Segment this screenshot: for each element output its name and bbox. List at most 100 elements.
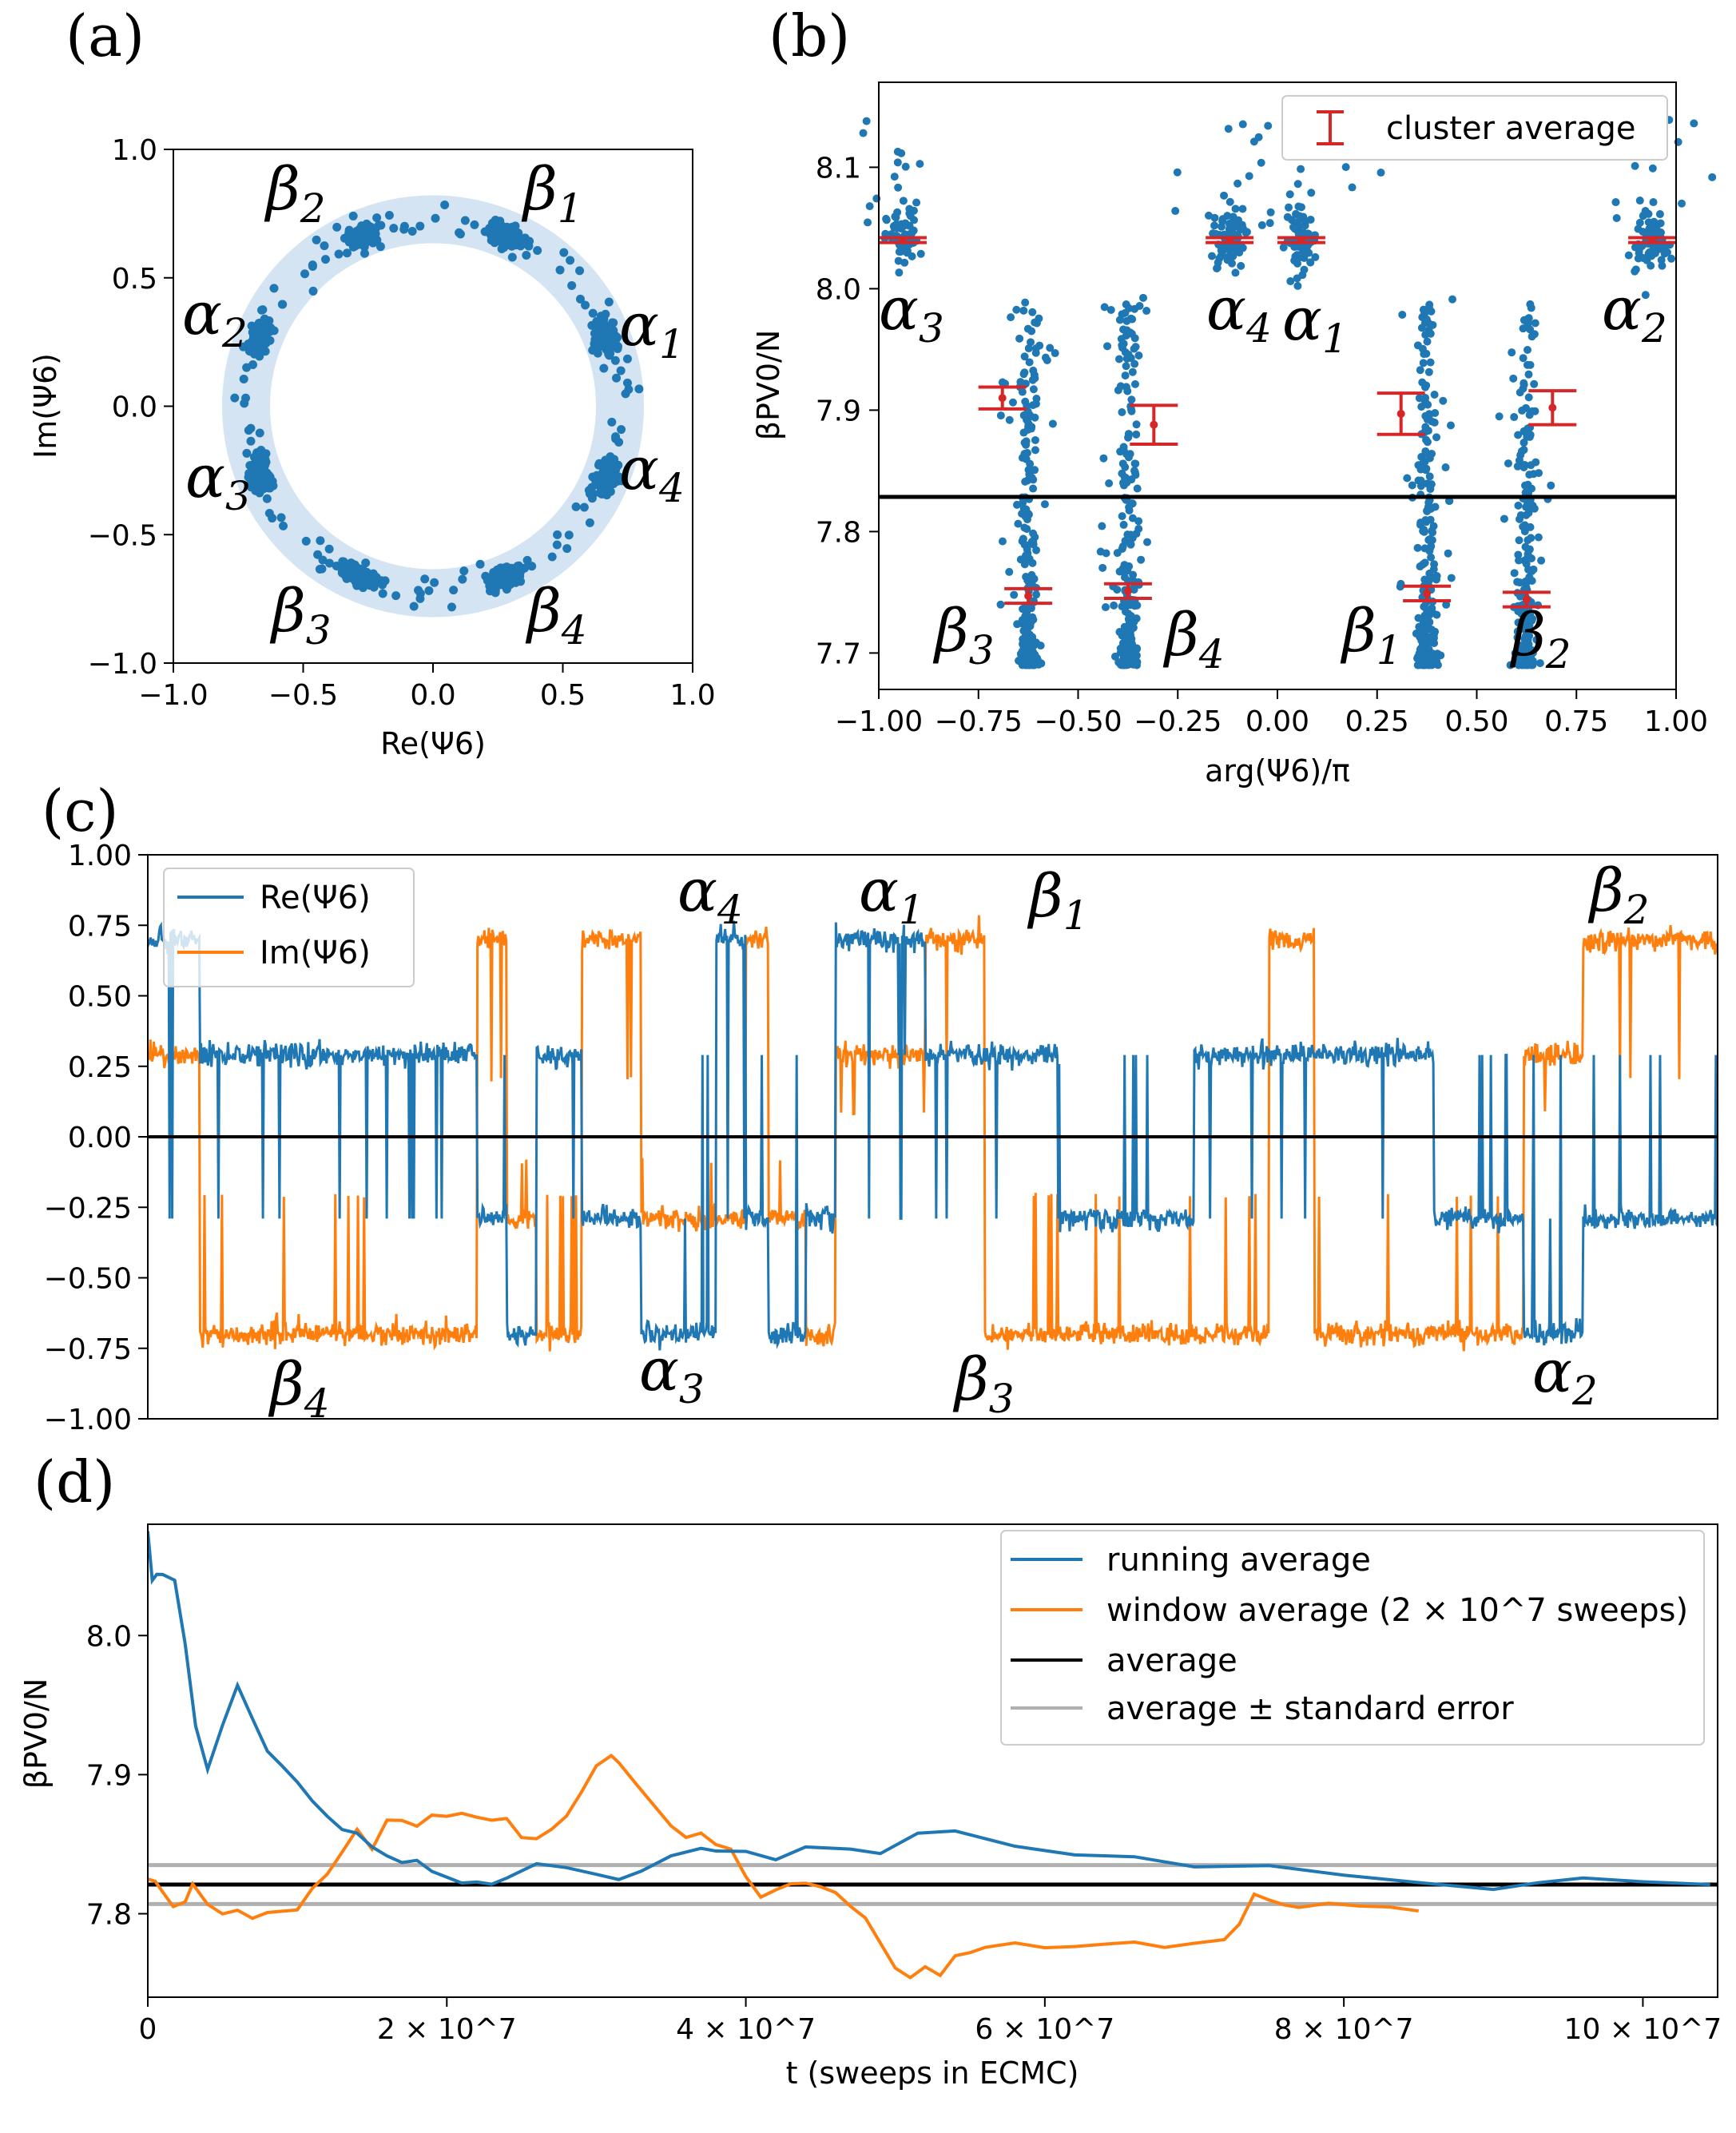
beta-point — [1417, 460, 1426, 469]
panel-d-xlabel: t (sweeps in ECMC) — [786, 2056, 1079, 2091]
transit-point — [239, 342, 248, 352]
alpha-outlier-point — [862, 117, 871, 125]
beta-point — [1127, 395, 1136, 404]
beta-point — [1029, 401, 1038, 410]
transit-point — [595, 487, 605, 497]
beta-point — [1123, 387, 1132, 395]
alpha-outlier-point — [1220, 191, 1229, 200]
beta-point — [1530, 379, 1539, 388]
beta-point — [1523, 498, 1531, 506]
transit-point — [575, 266, 585, 276]
transit-point — [278, 300, 288, 309]
beta-point — [1024, 344, 1033, 353]
beta-point — [1423, 506, 1432, 515]
panel-a-ticks: −1.0−1.0 −0.5 −0.5 0.0 0.0 0.5 0.5 1.0 1.0 — [88, 134, 716, 712]
beta-outlier-point — [1516, 578, 1524, 587]
alpha-outlier-point — [865, 202, 874, 211]
beta-point — [1024, 603, 1033, 612]
beta-point — [1530, 504, 1539, 513]
alpha-outlier-point — [1307, 189, 1316, 197]
beta-point — [1422, 315, 1431, 324]
beta-point — [1130, 334, 1139, 343]
transit-point — [564, 530, 574, 540]
panel-c: 1.00 0.75 0.50 0.25 0.00 −0.25 −0.50 −0.75 −1.00… — [44, 840, 1718, 1436]
alpha-outlier-point — [894, 183, 903, 192]
state-label-β1: β1 — [1027, 862, 1089, 939]
alpha-outlier-point — [1173, 168, 1182, 177]
beta-outlier-point — [1495, 412, 1504, 421]
beta-outlier-point — [1547, 481, 1555, 490]
beta-outlier-point — [1138, 293, 1147, 302]
beta-point — [1022, 440, 1031, 449]
transit-point — [316, 536, 325, 546]
alpha-point — [1624, 251, 1633, 260]
x-tick-label: 0.50 — [1444, 705, 1508, 738]
x-tick-label: −0.50 — [1034, 705, 1122, 738]
beta-point — [1012, 305, 1021, 314]
beta-outlier-point — [1043, 356, 1051, 365]
alpha-outlier-point — [859, 129, 868, 137]
beta-point — [1132, 420, 1141, 429]
panel-label-b: (b) — [769, 2, 850, 70]
beta-point — [1126, 328, 1134, 337]
beta-outlier-point — [998, 537, 1007, 546]
alpha-outlier-point — [901, 162, 910, 171]
cluster-label-α2: α2 — [1602, 275, 1667, 352]
beta-point — [1019, 370, 1028, 379]
transit-point — [321, 255, 331, 264]
cluster-point — [255, 467, 264, 476]
panel-a-ylabel: Im(Ψ6) — [28, 353, 63, 459]
transit-point — [399, 221, 409, 231]
y-tick-label: 0.75 — [68, 910, 132, 943]
cluster-average-point — [1423, 589, 1432, 598]
alpha-point — [1641, 206, 1650, 215]
beta-outlier-point — [1099, 454, 1108, 463]
alpha-point — [1226, 197, 1234, 206]
transit-point — [617, 425, 626, 435]
beta-point — [1418, 378, 1427, 387]
alpha-outlier-point — [893, 147, 902, 156]
beta-outlier-point — [1403, 474, 1412, 483]
beta-point — [1425, 638, 1434, 646]
cluster-label-β2: β2 — [1509, 601, 1571, 677]
x-tick-label: 8 × 10^7 — [1274, 2013, 1414, 2046]
beta-point — [1519, 380, 1528, 389]
beta-outlier-point — [1431, 409, 1440, 418]
beta-point — [1525, 615, 1534, 624]
beta-point — [1424, 367, 1433, 376]
x-tick-label: −0.5 — [268, 679, 338, 712]
y-tick-label: −1.00 — [44, 1404, 132, 1436]
alpha-point — [894, 256, 903, 265]
beta-point — [1414, 614, 1423, 622]
y-tick-label: 7.9 — [86, 1759, 132, 1792]
cluster-average-point — [1123, 586, 1132, 595]
beta-point — [1130, 618, 1138, 626]
beta-outlier-point — [1396, 582, 1404, 591]
beta-point — [1121, 371, 1130, 380]
y-tick-label: −0.75 — [44, 1333, 132, 1366]
beta-outlier-point — [1129, 570, 1138, 579]
alpha-outlier-point — [1631, 161, 1639, 170]
beta-point — [1021, 551, 1030, 560]
transit-point — [547, 552, 557, 562]
transit-point — [264, 483, 273, 493]
beta-point — [1416, 476, 1425, 485]
beta-point — [1035, 660, 1043, 669]
panel-a-xlabel: Re(Ψ6) — [380, 726, 486, 761]
cluster-point — [355, 232, 364, 242]
panel-label-c: (c) — [42, 777, 119, 844]
series-im-psi6 — [148, 915, 1718, 1352]
beta-point — [1125, 598, 1134, 606]
transit-point — [240, 399, 249, 408]
cluster-point — [261, 457, 271, 467]
beta-point — [1130, 379, 1139, 388]
alpha-outlier-point — [1294, 202, 1303, 211]
transit-point — [605, 351, 614, 360]
panel-c-state-labels: α4 α1 β1 β2 β4 α3 β3 α2 — [268, 856, 1650, 1427]
transit-point — [610, 455, 619, 464]
alpha-outlier-point — [1648, 164, 1657, 173]
beta-outlier-point — [1417, 324, 1426, 332]
alpha-point — [882, 214, 891, 223]
beta-point — [1115, 316, 1124, 324]
transit-point — [502, 562, 511, 572]
